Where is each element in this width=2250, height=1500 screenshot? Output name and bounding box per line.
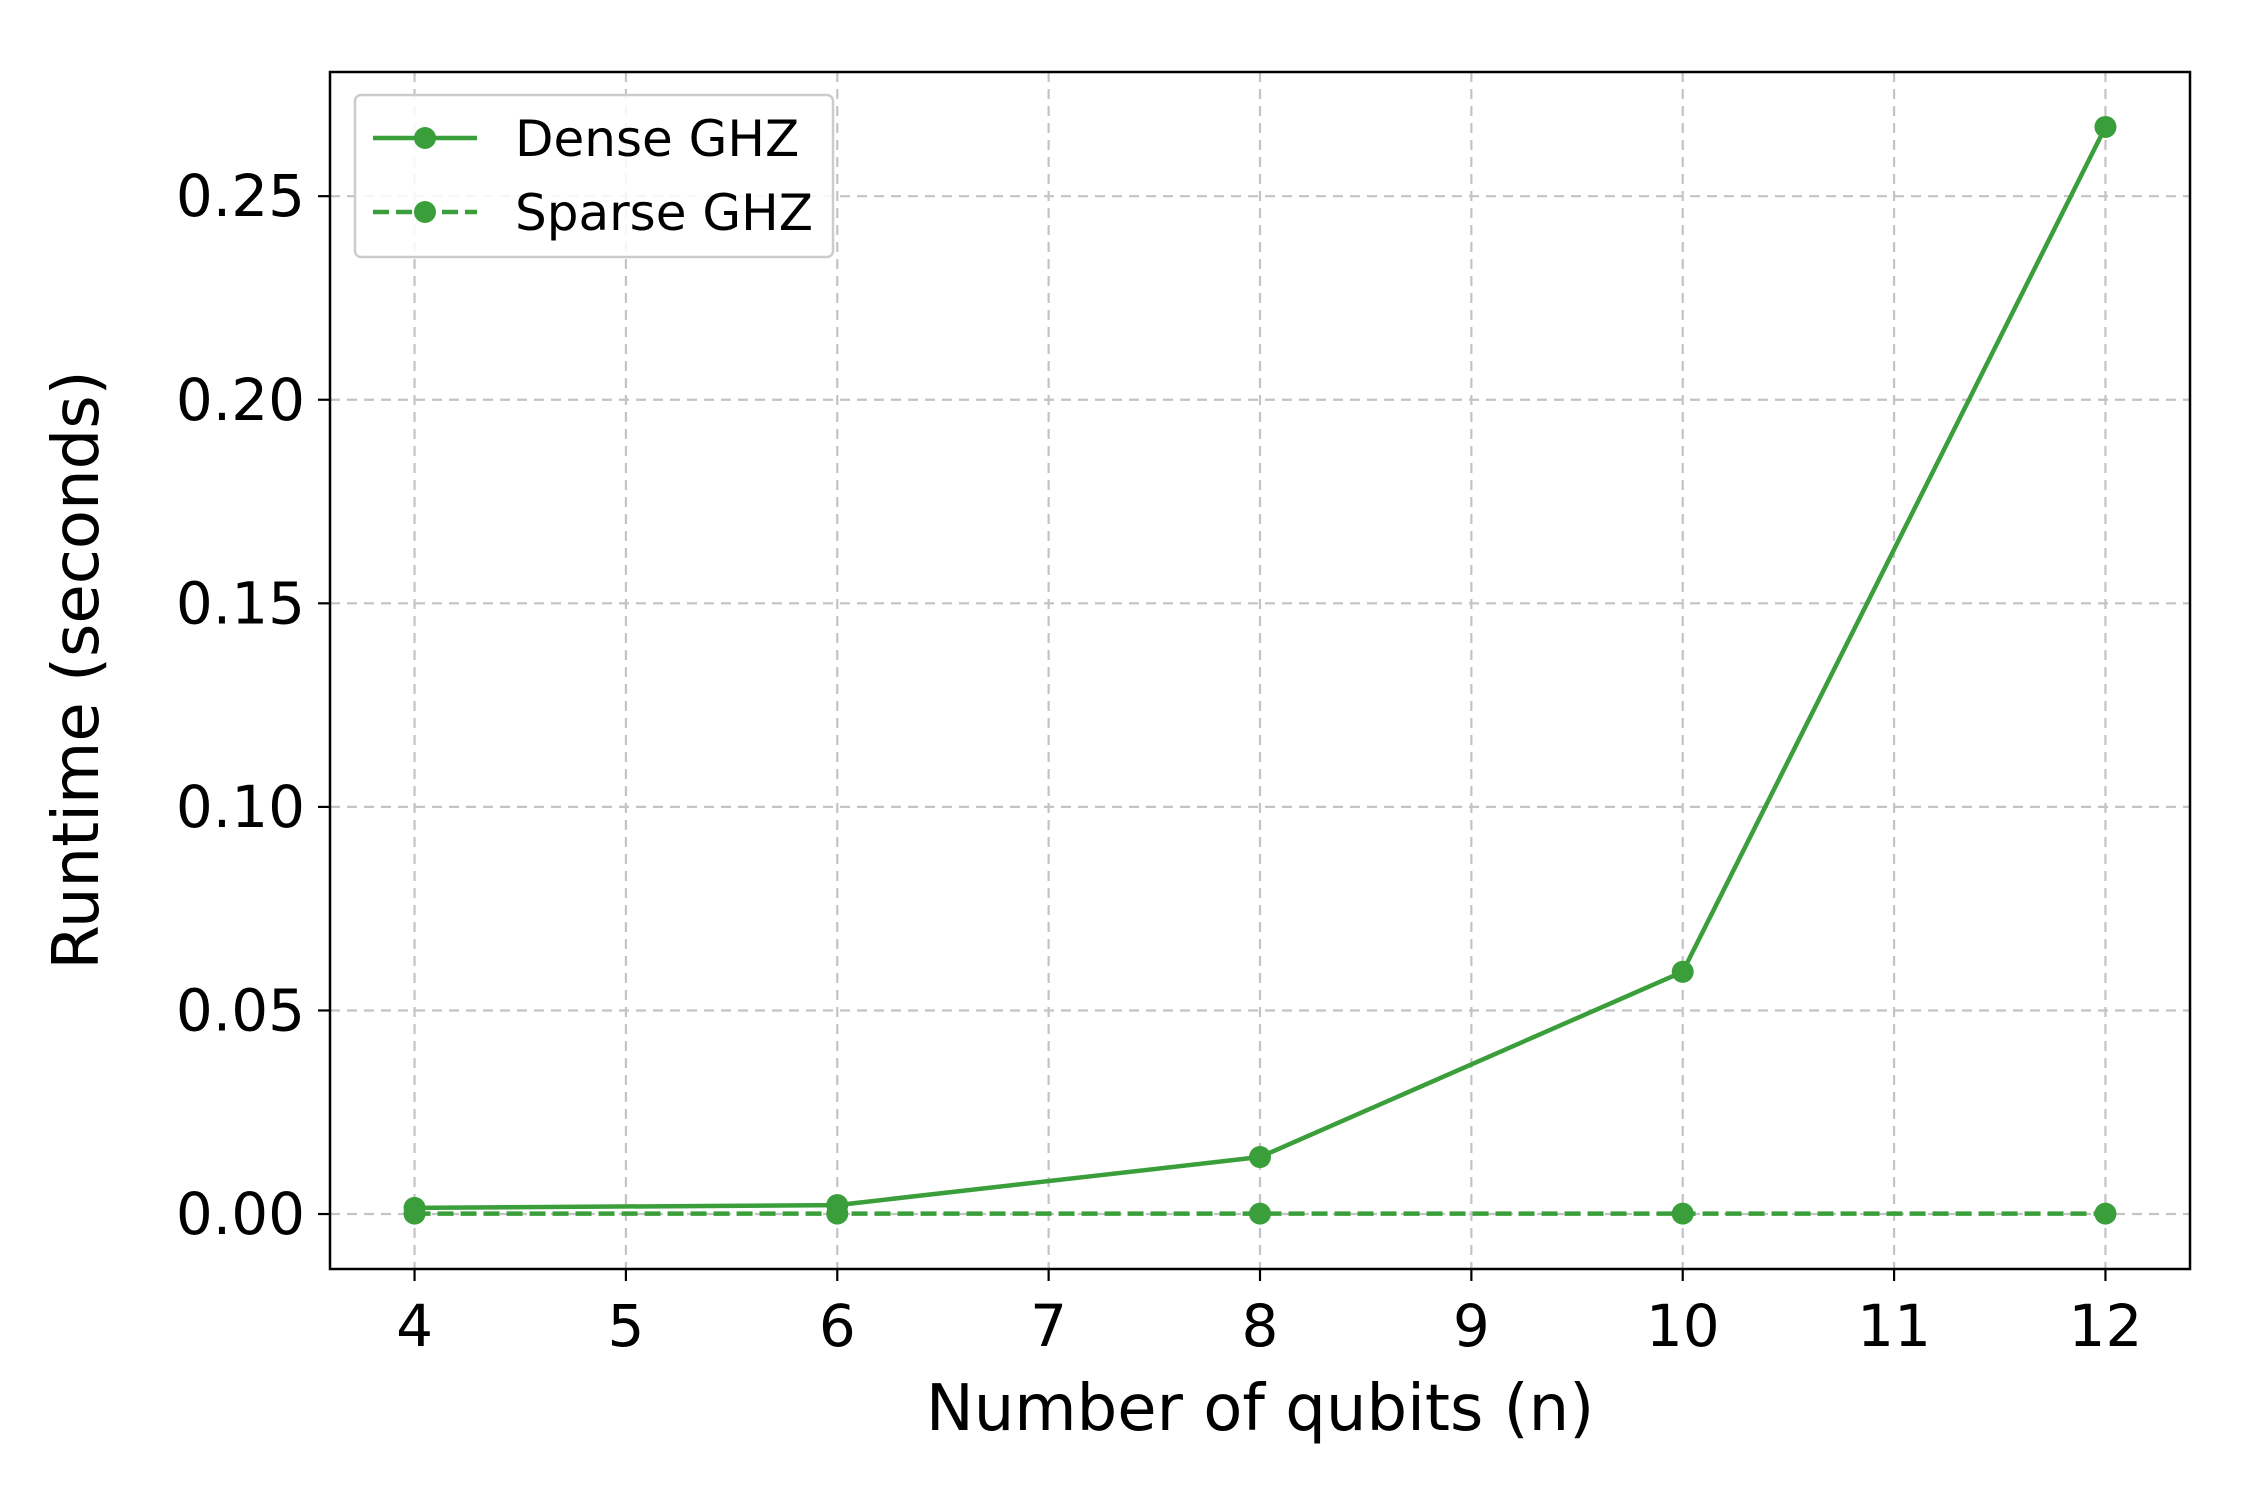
legend-label-dense: Dense GHZ <box>515 110 799 168</box>
series-layer <box>403 115 2117 1225</box>
x-tick-label: 9 <box>1453 1292 1490 1360</box>
data-point <box>1249 1202 1271 1225</box>
data-point <box>1671 1202 1694 1225</box>
data-point <box>403 1202 426 1225</box>
legend-entry-sparse: Sparse GHZ <box>373 184 813 242</box>
data-point <box>2094 1202 2117 1225</box>
data-point <box>1249 1146 1271 1169</box>
y-tick-label: 0.05 <box>176 976 305 1044</box>
x-tick-label: 10 <box>1646 1292 1720 1360</box>
y-tick-label: 0.20 <box>176 366 305 434</box>
x-tick-label: 11 <box>1857 1292 1931 1360</box>
x-tick-label: 6 <box>819 1292 856 1360</box>
legend: Dense GHZ Sparse GHZ <box>353 93 835 259</box>
legend-label-sparse: Sparse GHZ <box>515 184 813 242</box>
legend-marker-dense <box>414 127 436 149</box>
data-point <box>1671 960 1694 983</box>
x-tick-label: 4 <box>396 1292 433 1360</box>
legend-marker-sparse <box>414 201 436 223</box>
y-tick-label: 0.25 <box>176 162 305 230</box>
x-axis-label: Number of qubits (n) <box>926 1372 1594 1446</box>
grid <box>330 72 2190 1269</box>
y-tick-label: 0.10 <box>176 773 305 841</box>
data-point <box>2094 115 2117 138</box>
x-tick-label: 7 <box>1030 1292 1067 1360</box>
y-tick-label: 0.00 <box>176 1180 305 1248</box>
data-point <box>826 1202 849 1225</box>
series-1 <box>403 1202 2117 1225</box>
y-tick-label: 0.15 <box>176 569 305 637</box>
x-tick-label: 12 <box>2069 1292 2143 1360</box>
x-axis: 4 5 6 7 8 9 10 11 12 <box>396 1269 2142 1360</box>
x-tick-label: 5 <box>607 1292 644 1360</box>
legend-box <box>353 93 835 259</box>
x-tick-label: 8 <box>1242 1292 1279 1360</box>
legend-entry-dense: Dense GHZ <box>373 110 799 168</box>
y-axis: 0.00 0.05 0.10 0.15 0.20 0.25 <box>176 162 330 1248</box>
y-axis-label: Runtime (seconds) <box>40 370 114 969</box>
